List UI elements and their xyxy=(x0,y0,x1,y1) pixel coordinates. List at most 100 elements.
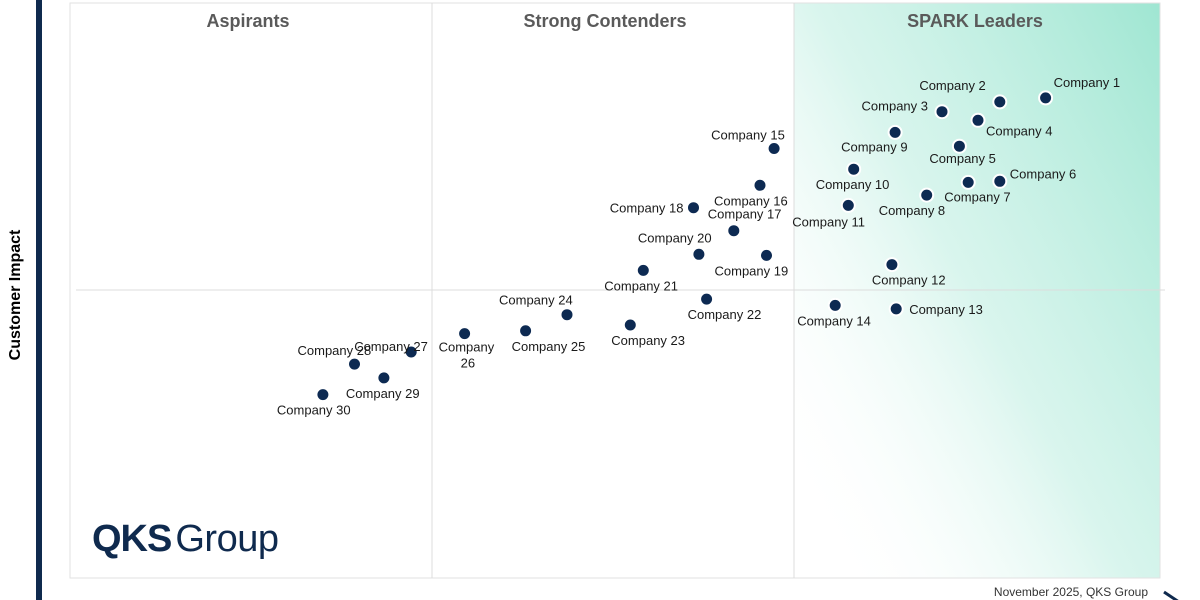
data-point-company-3: Company 3 xyxy=(862,99,950,120)
logo-bold-text: QKS xyxy=(92,518,172,560)
point-marker xyxy=(457,326,473,342)
data-point-company-10: Company 10 xyxy=(816,161,890,192)
point-label: Company 27 xyxy=(354,339,428,354)
point-marker xyxy=(827,297,843,313)
data-point-company-21: Company 21 xyxy=(604,262,678,293)
data-point-company-29: Company 29 xyxy=(346,370,420,401)
data-point-company-4: Company 4 xyxy=(970,112,1052,138)
y-axis-bar xyxy=(36,0,42,600)
point-marker xyxy=(699,291,715,307)
point-label: Company 24 xyxy=(499,293,573,308)
point-marker xyxy=(888,301,904,317)
data-point-company-14: Company 14 xyxy=(797,297,871,328)
point-label: Company 19 xyxy=(715,263,789,278)
point-label: Company 4 xyxy=(986,123,1052,138)
point-marker xyxy=(315,387,331,403)
footer-date-source: November 2025, QKS Group xyxy=(993,585,1148,599)
qks-group-logo: QKS Group xyxy=(92,518,279,561)
logo-light-text: Group xyxy=(175,518,279,560)
point-label: Company 5 xyxy=(929,151,995,166)
point-label: Company 9 xyxy=(841,139,907,154)
data-point-company-19: Company 19 xyxy=(715,247,789,278)
corner-arrow-icon xyxy=(1163,590,1179,600)
point-marker xyxy=(635,262,651,278)
data-point-company-26: Company 26 xyxy=(439,326,495,371)
data-point-company-27: Company 27 xyxy=(354,339,428,360)
point-marker xyxy=(559,307,575,323)
point-marker xyxy=(518,323,534,339)
point-label: Company 8 xyxy=(879,203,945,218)
data-point-company-15: Company 15 xyxy=(711,128,785,156)
data-point-company-13: Company 13 xyxy=(888,301,983,317)
point-label: Company 15 xyxy=(711,128,785,143)
data-point-company-28: Company 28 xyxy=(298,343,372,372)
data-point-company-9: Company 9 xyxy=(841,124,908,154)
point-label: Company 11 xyxy=(792,214,865,229)
point-label: Company 2 xyxy=(919,78,985,93)
point-marker xyxy=(347,356,362,372)
point-label: Company 23 xyxy=(611,333,685,348)
point-marker xyxy=(752,177,768,193)
point-marker xyxy=(726,223,742,239)
point-label: Company 16 xyxy=(714,193,788,208)
point-label: Company 22 xyxy=(688,307,762,322)
point-label: Company 26 xyxy=(439,340,495,371)
point-label: Company 7 xyxy=(944,189,1010,204)
point-marker xyxy=(1038,90,1054,106)
point-marker xyxy=(840,197,856,213)
data-point-company-30: Company 30 xyxy=(277,387,351,418)
point-label: Company 6 xyxy=(1010,166,1076,181)
points-layer: Company 1 Company 2 Company 3 Company 4 Comp… xyxy=(277,75,1120,418)
point-marker xyxy=(960,174,976,190)
data-point-company-5: Company 5 xyxy=(929,138,996,166)
point-marker xyxy=(884,257,900,273)
point-marker xyxy=(622,317,638,333)
point-marker xyxy=(686,200,701,216)
quadrant-title-strong-contenders: Strong Contenders xyxy=(523,11,686,31)
point-label: Company 25 xyxy=(512,339,586,354)
point-label: Company 18 xyxy=(610,201,684,216)
point-label: Company 29 xyxy=(346,386,420,401)
point-label: Company 14 xyxy=(797,313,871,328)
point-marker xyxy=(919,187,935,203)
data-point-company-23: Company 23 xyxy=(611,317,685,348)
point-label: Company 10 xyxy=(816,177,890,192)
point-label: Company 30 xyxy=(277,403,351,418)
point-marker xyxy=(766,141,782,156)
point-marker xyxy=(376,370,392,386)
point-label: Company 28 xyxy=(298,343,372,358)
data-point-company-16: Company 16 xyxy=(714,177,788,208)
point-marker xyxy=(934,104,950,120)
point-marker xyxy=(970,112,986,128)
quadrant-title-aspirants: Aspirants xyxy=(206,11,289,31)
point-marker xyxy=(992,173,1008,189)
data-point-company-1: Company 1 xyxy=(1038,75,1120,106)
data-point-company-12: Company 12 xyxy=(872,257,946,288)
data-point-company-11: Company 11 xyxy=(792,197,865,229)
data-point-company-17: Company 17 xyxy=(708,207,782,239)
point-marker xyxy=(403,344,419,360)
point-marker xyxy=(951,138,967,154)
data-point-company-18: Company 18 xyxy=(610,200,701,216)
point-marker xyxy=(691,246,707,262)
point-marker xyxy=(759,247,774,263)
point-label: Company 1 xyxy=(1054,75,1120,90)
point-label: Company 20 xyxy=(638,230,712,245)
data-point-company-6: Company 6 xyxy=(992,166,1076,189)
data-point-company-2: Company 2 xyxy=(919,78,1008,110)
data-point-company-8: Company 8 xyxy=(879,187,945,218)
data-point-company-22: Company 22 xyxy=(688,291,762,322)
point-label: Company 21 xyxy=(604,278,678,293)
point-marker xyxy=(846,161,862,177)
quadrant-title-spark-leaders: SPARK Leaders xyxy=(907,11,1043,31)
point-label: Company 17 xyxy=(708,207,782,222)
point-label: Company 13 xyxy=(909,302,983,317)
data-point-company-20: Company 20 xyxy=(638,230,712,262)
point-label: Company 3 xyxy=(862,99,928,114)
data-point-company-24: Company 24 xyxy=(499,293,575,323)
data-point-company-7: Company 7 xyxy=(944,174,1011,204)
data-point-company-25: Company 25 xyxy=(512,323,586,354)
point-marker xyxy=(992,94,1008,110)
point-marker xyxy=(887,124,903,140)
